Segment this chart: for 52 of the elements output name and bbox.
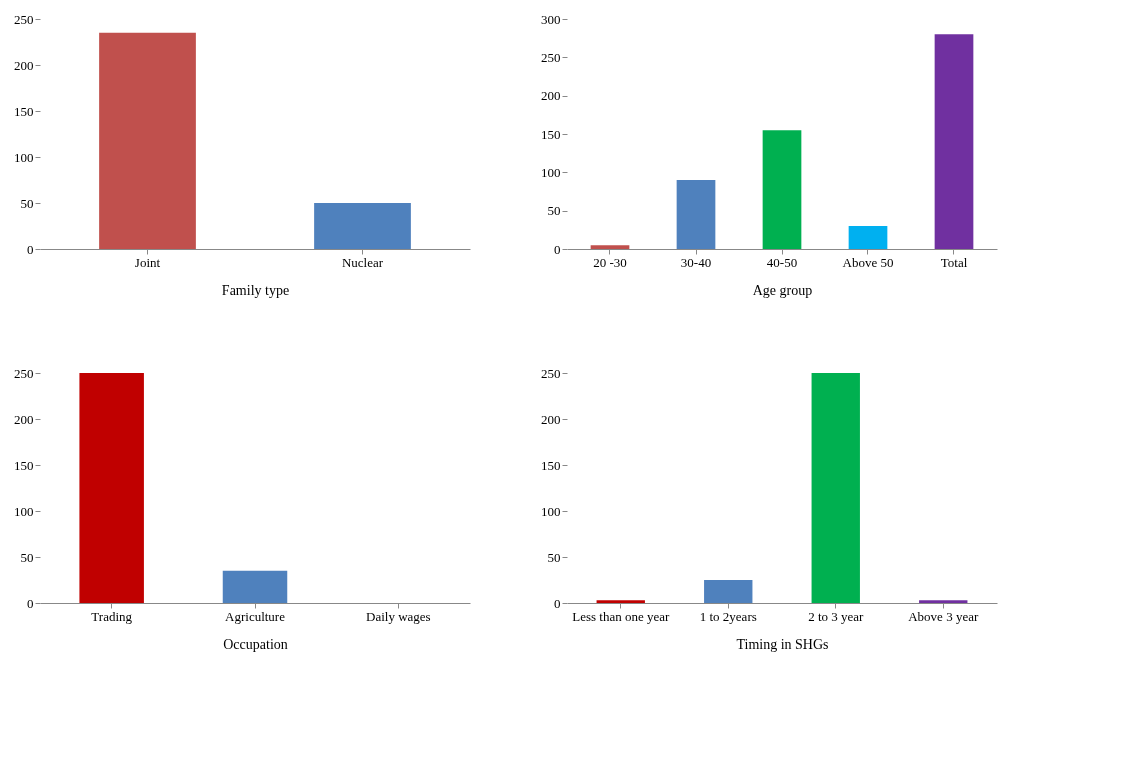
x-tick-label: Daily wages xyxy=(366,608,431,624)
y-tick-label: 300 xyxy=(541,11,561,27)
bar xyxy=(596,600,645,603)
bar xyxy=(762,130,802,249)
y-tick-label: 50 xyxy=(547,203,561,219)
x-tick-label: 2 to 3 year xyxy=(808,608,865,624)
x-tick-label: Total xyxy=(940,254,968,270)
x-tick-label: Less than one year xyxy=(572,608,670,624)
y-tick-label: 100 xyxy=(541,503,561,519)
x-tick-label: Above 50 xyxy=(842,254,894,270)
y-tick-label: 250 xyxy=(541,365,561,381)
x-axis-title: Age group xyxy=(752,282,813,298)
x-tick-label: 20 -30 xyxy=(593,254,627,270)
y-tick-label: 200 xyxy=(541,411,561,427)
bar xyxy=(811,373,860,603)
x-tick-label: 1 to 2years xyxy=(699,608,757,624)
y-tick-label: 100 xyxy=(541,164,561,180)
bar xyxy=(704,580,753,603)
x-tick-label: Trading xyxy=(91,608,133,624)
x-tick-label: Above 3 year xyxy=(908,608,979,624)
y-tick-label: 0 xyxy=(27,595,34,611)
y-tick-label: 50 xyxy=(20,195,34,211)
x-tick-label: Joint xyxy=(134,254,161,270)
y-tick-label: 0 xyxy=(27,241,34,257)
bar xyxy=(676,180,716,249)
bar xyxy=(919,600,968,603)
x-tick-label: Nuclear xyxy=(341,254,384,270)
y-tick-label: 150 xyxy=(14,103,34,119)
y-tick-label: 150 xyxy=(541,126,561,142)
y-tick-label: 200 xyxy=(14,411,34,427)
y-tick-label: 100 xyxy=(14,503,34,519)
y-tick-label: 150 xyxy=(14,457,34,473)
x-tick-label: 40-50 xyxy=(766,254,798,270)
x-tick-label: Agriculture xyxy=(225,608,286,624)
y-tick-label: 50 xyxy=(547,549,561,565)
y-tick-label: 250 xyxy=(541,49,561,65)
bar xyxy=(934,34,974,249)
y-tick-label: 200 xyxy=(14,57,34,73)
x-tick-label: 30-40 xyxy=(680,254,712,270)
y-tick-label: 150 xyxy=(541,457,561,473)
y-tick-label: 250 xyxy=(14,11,34,27)
x-axis-title: Occupation xyxy=(223,636,288,652)
y-tick-label: 100 xyxy=(14,149,34,165)
y-tick-label: 50 xyxy=(20,549,34,565)
y-tick-label: 250 xyxy=(14,365,34,381)
bar xyxy=(590,245,630,249)
y-tick-label: 0 xyxy=(554,241,561,257)
x-axis-title: Family type xyxy=(221,282,290,298)
y-tick-label: 200 xyxy=(541,88,561,104)
y-tick-label: 0 xyxy=(554,595,561,611)
bar xyxy=(848,226,888,249)
x-axis-title: Timing in SHGs xyxy=(736,636,829,652)
